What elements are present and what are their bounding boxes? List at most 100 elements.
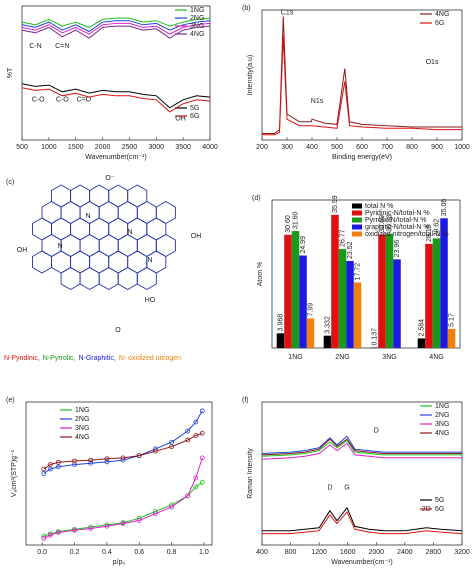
bar: [331, 214, 339, 348]
ring: [70, 184, 91, 208]
annotation: C-N: [29, 43, 41, 50]
x-tick-label: 600: [356, 144, 368, 151]
atom-label: O⁻: [105, 175, 114, 182]
x-axis-label: Binding energy(eV): [332, 154, 392, 161]
annotation: D: [374, 427, 379, 434]
value-label: 30.88: [386, 214, 393, 232]
legend-label: 5G: [435, 497, 444, 504]
legend-label: 2NG: [435, 412, 449, 419]
ring: [136, 233, 157, 258]
panel-label: (f): [242, 397, 249, 404]
legend-label: 6G: [190, 113, 199, 120]
legend-label: Pyridinic-N/total-N %: [365, 210, 430, 217]
value-label: 5.17: [448, 313, 455, 327]
x-axis-label: p/p₀: [113, 559, 126, 566]
value-label: 30.60: [285, 215, 292, 233]
x-tick-label: 1.0: [199, 549, 209, 556]
data-point: [193, 433, 199, 438]
data-point: [47, 531, 53, 537]
bar: [346, 260, 354, 348]
x-tick-label: 200: [256, 144, 268, 151]
panel-label: (e): [6, 397, 15, 404]
panel-label: (c): [6, 179, 14, 186]
bar: [425, 243, 433, 348]
value-label: 26.77: [339, 229, 346, 247]
series-line: [262, 506, 463, 532]
ring: [60, 266, 81, 291]
series-line: [261, 435, 462, 454]
legend-swatch: [352, 217, 362, 223]
ring: [127, 184, 148, 208]
atom-label: OH: [191, 233, 202, 240]
series-line: [261, 439, 462, 457]
series-line: [43, 432, 203, 470]
value-label: 3.968: [277, 314, 284, 332]
plot-frame: [21, 5, 211, 141]
x-tick-label: 400: [256, 549, 268, 556]
annotation: C-O: [56, 97, 69, 104]
x-tick-label: 300: [281, 144, 293, 151]
data-point: [41, 535, 47, 541]
ring: [60, 233, 81, 258]
caption: N-Pyridinic, N-Pyrrolic, N-Graphitic, N- ox…: [4, 355, 181, 362]
bar: [276, 333, 285, 348]
legend-label: 1NG: [435, 403, 449, 410]
legend-label: oxidized nitrogen/total-N %: [365, 231, 449, 238]
caption-part: N-Pyrrolic,: [43, 355, 76, 362]
y-axis-label: Raman Intensity: [247, 448, 254, 499]
ring: [98, 266, 119, 291]
x-tick-label: 1600: [340, 549, 356, 556]
legend-label: 2NG: [75, 416, 89, 423]
x-tick-label: 2400: [397, 549, 413, 556]
data-point: [169, 439, 174, 445]
value-label: 30.69: [379, 215, 386, 233]
bar: [385, 233, 394, 348]
bar: [353, 282, 362, 348]
x-tick-label: 2NG: [335, 354, 349, 361]
bar: [393, 259, 401, 348]
x-tick-label: 1500: [68, 144, 84, 151]
x-axis-label: Wavenumber(cm⁻¹): [85, 154, 146, 161]
data-point: [199, 455, 205, 461]
x-tick-label: 3200: [454, 549, 470, 556]
x-tick-label: 700: [381, 144, 393, 151]
ring: [155, 233, 176, 258]
legend-label: 6G: [435, 506, 444, 513]
annotation: C=O: [76, 97, 91, 104]
legend-label: 4NG: [75, 434, 89, 441]
x-tick-label: 1000: [454, 144, 470, 151]
legend-label: 3NG: [190, 23, 204, 30]
annotation: 2D: [422, 506, 431, 513]
plot-frame: [25, 401, 213, 546]
annotation: D: [327, 485, 332, 492]
x-tick-label: 0.6: [134, 549, 144, 556]
bar: [323, 335, 332, 348]
series-line: [21, 25, 211, 39]
caption-part: N-Pyridinic,: [4, 355, 40, 362]
x-tick-label: 3000: [148, 144, 164, 151]
ring: [79, 233, 100, 258]
series-line: [43, 481, 203, 537]
bar: [432, 238, 441, 348]
series-line: [43, 457, 203, 539]
atom-label: N: [147, 257, 152, 264]
data-point: [169, 504, 174, 510]
y-axis-label: Intensity(a.u): [247, 55, 254, 95]
legend-label: 1NG: [75, 407, 89, 414]
atom-label: N: [57, 243, 62, 250]
data-point: [193, 484, 199, 490]
data-point: [47, 532, 53, 538]
x-tick-label: 500: [16, 144, 28, 151]
bar: [370, 347, 379, 348]
series-line: [262, 35, 462, 136]
atom-label: O: [115, 327, 121, 334]
x-tick-label: 500: [331, 144, 343, 151]
x-tick-label: 0.0: [37, 549, 47, 556]
legend-label: 4NG: [435, 430, 449, 437]
legend-label: 4NG: [435, 11, 449, 18]
ring: [98, 233, 119, 258]
series-line: [21, 17, 211, 28]
bar: [291, 231, 300, 348]
series-line: [21, 22, 211, 35]
